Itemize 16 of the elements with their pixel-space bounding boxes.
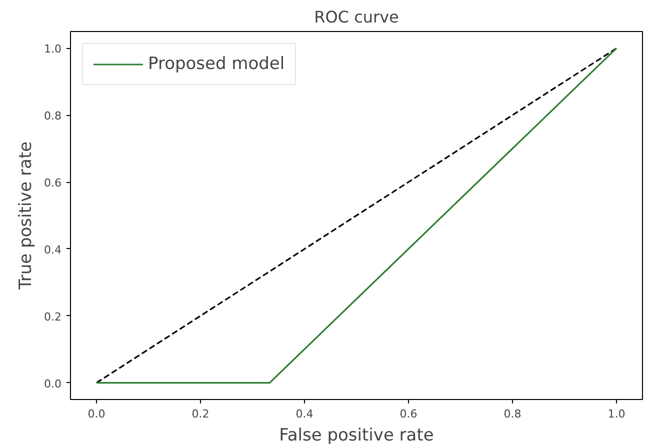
legend-label: Proposed model xyxy=(148,54,285,74)
chart-title: ROC curve xyxy=(314,8,399,26)
x-tick-label: 0.2 xyxy=(192,408,210,420)
y-tick-label: 0.6 xyxy=(44,176,62,190)
y-tick-label: 0.2 xyxy=(44,310,62,324)
x-tick-label: 0.8 xyxy=(504,408,522,420)
y-axis-title: True positive rate xyxy=(16,141,36,291)
y-tick-label: 0.8 xyxy=(44,110,62,123)
y-tick-label: 1.0 xyxy=(44,42,62,56)
x-tick-label: 0.0 xyxy=(88,408,106,420)
y-tick-label: 0.4 xyxy=(44,243,62,256)
x-tick-label: 0.6 xyxy=(400,408,418,420)
y-tick-label: 0.0 xyxy=(44,377,62,390)
x-axis-title: False positive rate xyxy=(279,426,434,446)
x-tick-label: 1.0 xyxy=(608,408,626,420)
x-tick-label: 0.4 xyxy=(296,408,314,420)
